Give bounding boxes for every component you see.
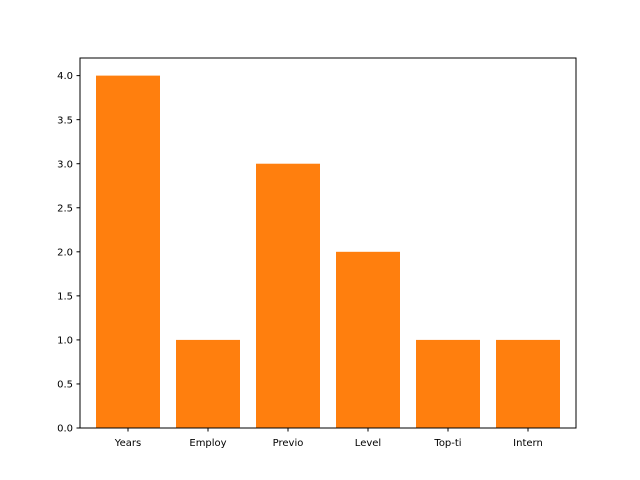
bar-employ: [176, 339, 240, 428]
x-tick-label: Level: [355, 438, 381, 449]
y-tick-label: 2.5: [57, 203, 73, 214]
y-tick-label: 3.5: [57, 115, 73, 126]
bar-years: [96, 75, 160, 428]
x-tick-label: Intern: [513, 438, 543, 449]
y-tick-label: 1.0: [57, 336, 73, 347]
y-tick-label: 4.0: [57, 71, 73, 82]
x-tick-label: Previo: [273, 438, 304, 449]
x-tick-label: Employ: [189, 438, 226, 449]
y-tick-label: 0.5: [57, 380, 73, 391]
y-tick-label: 3.0: [57, 159, 73, 170]
y-tick-label: 2.0: [57, 247, 73, 258]
x-tick-label: Years: [114, 438, 141, 449]
y-tick-label: 0.0: [57, 424, 73, 435]
bar-intern: [496, 339, 560, 428]
plot-frame: [79, 57, 577, 429]
bar-top-ti: [416, 339, 480, 428]
y-axis: 0.0 0.5 1.0 1.5 2.0 2.5 3.0 3.5 4.0: [57, 71, 80, 435]
x-tick-label: Top-ti: [433, 438, 461, 449]
y-tick-label: 1.5: [57, 291, 73, 302]
bar-level: [336, 251, 400, 428]
bar-previo: [256, 163, 320, 428]
bars-group: [96, 75, 560, 428]
x-axis: Years Employ Previo Level Top-ti Intern: [114, 428, 543, 449]
